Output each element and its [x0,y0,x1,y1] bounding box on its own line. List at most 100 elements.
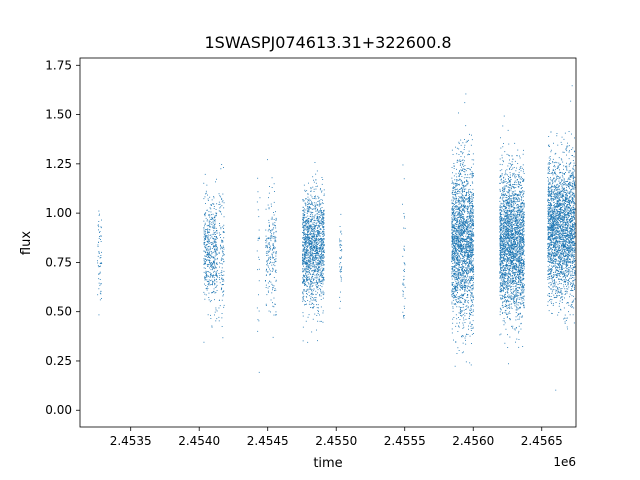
data-point [455,276,457,278]
data-point [463,293,465,295]
data-point [214,292,216,294]
data-point [457,236,458,238]
data-point [206,259,208,261]
data-point [307,269,309,271]
data-point [312,303,314,304]
data-point [269,262,270,264]
data-point [452,270,454,272]
data-point [315,277,317,279]
data-point [473,240,475,241]
data-point [315,223,317,224]
data-point [470,247,471,249]
data-point [307,223,309,225]
data-point [204,213,206,214]
data-point [314,252,316,254]
data-point [470,285,472,286]
data-point [455,286,457,288]
data-point [304,284,306,286]
data-point [268,242,270,244]
data-point [322,290,324,292]
data-point [457,217,459,219]
data-point [317,209,318,211]
data-point [472,188,474,190]
data-point [460,228,462,230]
data-point [470,239,472,241]
data-point [302,275,304,276]
data-point [464,282,466,284]
data-point [314,243,315,245]
data-point [468,230,470,232]
data-point [211,275,213,277]
data-point [212,290,214,292]
data-point [206,236,208,238]
data-point [466,206,468,208]
data-point [205,270,207,272]
data-point [308,236,310,238]
data-point [459,261,461,263]
data-point [454,236,455,238]
data-point [322,240,324,242]
data-point [307,219,309,221]
data-point [460,221,461,223]
data-point [275,258,277,260]
data-point [453,285,454,287]
data-point [454,235,456,237]
data-point [315,290,317,292]
data-point [316,220,318,221]
data-point [462,199,464,201]
data-point [206,235,208,236]
data-point [458,183,460,185]
data-point [323,247,324,249]
data-point [455,287,457,289]
data-point [462,237,464,239]
data-point [310,248,311,250]
data-point [461,190,463,191]
data-point [303,232,305,234]
data-point [339,238,340,240]
data-point [214,314,215,316]
data-point [471,240,472,241]
data-point [303,265,304,267]
data-point [302,296,304,298]
data-point [464,280,466,281]
data-point [458,206,460,208]
data-point [311,307,313,308]
data-point [461,259,463,261]
data-point [315,239,317,241]
data-point [317,262,319,264]
data-point [319,288,321,289]
data-point [464,275,465,277]
data-point [457,258,459,260]
data-point [303,232,305,234]
data-point [258,238,260,239]
data-point [220,168,222,170]
data-point [466,221,468,223]
data-point [312,261,314,263]
data-point [212,241,214,243]
data-point [275,272,277,273]
data-point [463,317,464,319]
data-point [308,209,309,211]
data-point [274,271,276,272]
data-point [309,254,311,256]
data-point [501,173,503,175]
data-point [469,214,471,216]
data-point [209,260,211,262]
data-point [451,208,453,210]
data-point [98,273,99,275]
data-point [323,277,325,279]
data-point [469,196,471,197]
data-point [511,238,513,240]
data-point [302,268,303,270]
data-point [470,248,472,250]
data-point [100,283,102,285]
data-point [470,256,472,257]
data-point [213,220,215,222]
data-point [452,182,454,184]
data-point [320,188,321,190]
data-point [310,246,312,247]
data-point [460,215,462,217]
data-point [472,224,474,225]
data-point [451,261,453,262]
data-point [272,289,273,291]
